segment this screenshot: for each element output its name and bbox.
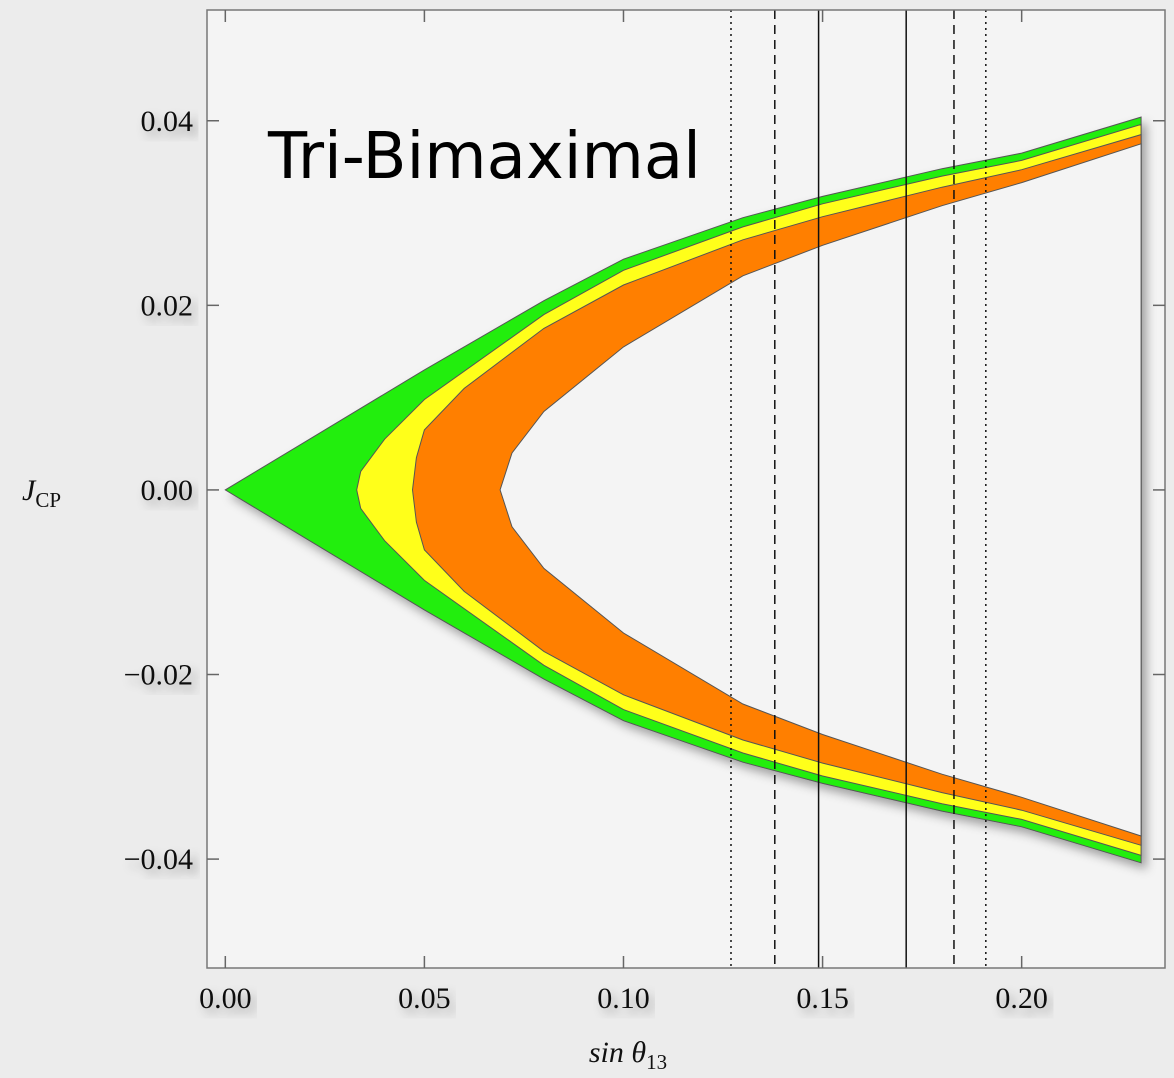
y-tick-label: −0.02 [124, 659, 193, 692]
plot-frame [206, 9, 1166, 969]
x-tick-label: 0.00 [199, 982, 252, 1015]
y-tick-label: 0.00 [141, 474, 194, 507]
x-tick-label: 0.15 [796, 982, 849, 1015]
y-tick-label: −0.04 [124, 843, 193, 876]
x-tick-label: 0.05 [398, 982, 451, 1015]
y-tick-label: 0.02 [141, 289, 194, 322]
region-band [499, 143, 1142, 837]
x-axis-label: sin θ13 [589, 1036, 667, 1074]
y-axis-label: JCP [22, 474, 61, 512]
x-tick-label: 0.10 [597, 982, 650, 1015]
x-tick-label: 0.20 [995, 982, 1048, 1015]
annotation: Tri-Bimaximal [267, 120, 701, 194]
y-tick-label: 0.04 [141, 105, 194, 138]
